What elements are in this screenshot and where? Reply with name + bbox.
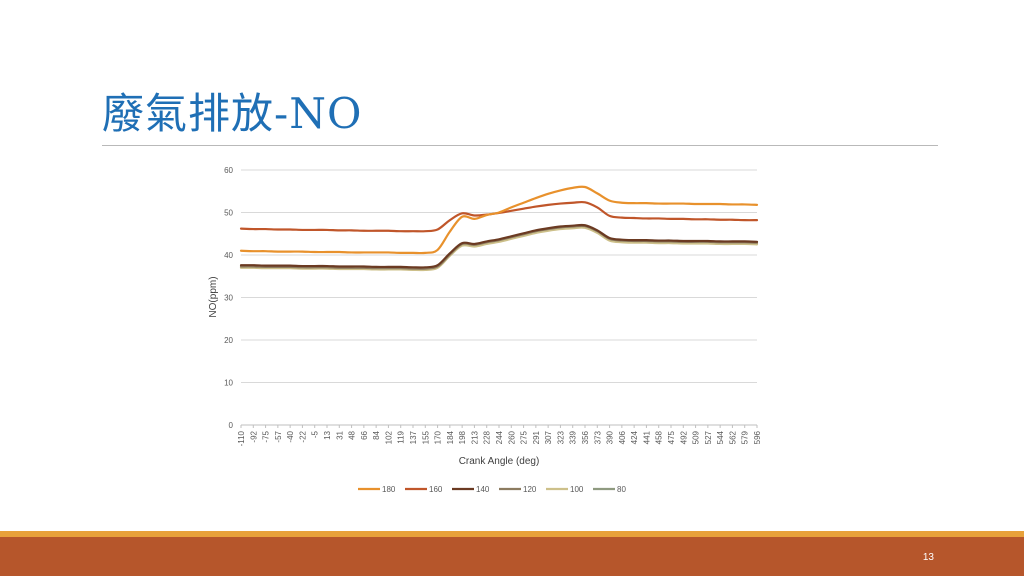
- legend-label-120: 120: [523, 485, 537, 494]
- x-tick-label: -57: [274, 430, 283, 442]
- x-tick-label: -110: [237, 430, 246, 446]
- x-tick-label: 102: [384, 430, 393, 444]
- legend: 180 160 140 120 100 80: [358, 485, 626, 494]
- x-axis-label: Crank Angle (deg): [459, 456, 540, 467]
- footer-band: [0, 537, 1024, 576]
- x-tick-label: -92: [249, 430, 258, 442]
- x-tick-label: 119: [397, 430, 406, 443]
- x-tick-labels: -110 -92 -75 -57 -40 -22 -5 13 31 48 66 84 102 119 137…: [237, 430, 762, 446]
- legend-label-140: 140: [476, 485, 490, 494]
- x-tick-label: 184: [446, 430, 455, 444]
- series-lines: [239, 185, 759, 272]
- x-tick-label: 596: [753, 430, 762, 444]
- x-tick-label: 275: [520, 430, 529, 444]
- x-tick-label: 31: [335, 430, 344, 439]
- legend-label-80: 80: [617, 485, 626, 494]
- gridlines: [241, 169, 757, 383]
- x-tick-label: -40: [286, 430, 295, 442]
- x-tick-label: 390: [606, 430, 615, 444]
- axes: [240, 424, 758, 428]
- y-tick-label: 20: [224, 336, 233, 345]
- y-tick-labels: 0 10 20 30 40 50 60: [224, 166, 233, 430]
- title-divider: [102, 145, 938, 146]
- x-tick-label: 66: [360, 430, 369, 439]
- x-tick-label: 579: [741, 430, 750, 444]
- x-tick-label: 170: [434, 430, 443, 444]
- x-tick-label: 13: [323, 430, 332, 439]
- y-tick-label: 0: [229, 421, 234, 430]
- y-tick-label: 10: [224, 379, 233, 388]
- x-tick-label: 562: [728, 430, 737, 444]
- legend-label-100: 100: [570, 485, 584, 494]
- x-tick-label: 544: [716, 430, 725, 444]
- series-line-80: [239, 225, 759, 271]
- series-line-140: [239, 223, 759, 269]
- x-tick-label: 424: [630, 430, 639, 444]
- y-tick-label: 40: [224, 251, 233, 260]
- x-tick-label: 198: [458, 430, 467, 444]
- x-tick-label: 155: [421, 430, 430, 444]
- legend-label-180: 180: [382, 485, 396, 494]
- x-tick-label: 509: [692, 430, 701, 444]
- x-tick-label: 441: [642, 430, 651, 444]
- x-tick-label: 527: [704, 430, 713, 444]
- page-number: 13: [922, 552, 934, 563]
- x-tick-label: 339: [569, 430, 578, 444]
- y-tick-label: 30: [224, 294, 233, 303]
- x-tick-label: 137: [409, 430, 418, 444]
- x-tick-label: 492: [679, 430, 688, 444]
- x-tick-label: -22: [298, 430, 307, 442]
- x-tick-label: 213: [470, 430, 479, 444]
- x-tick-label: 228: [483, 430, 492, 444]
- y-tick-label: 60: [224, 166, 233, 175]
- footer-accent-stripe: [0, 531, 1024, 537]
- x-tick-label: 475: [667, 430, 676, 444]
- y-tick-label: 50: [224, 209, 233, 218]
- x-tick-label: 406: [618, 430, 627, 444]
- x-tick-label: 244: [495, 430, 504, 444]
- x-tick-label: 373: [593, 430, 602, 444]
- x-tick-label: -5: [311, 430, 320, 438]
- series-line-120: [239, 224, 759, 270]
- x-tick-label: 260: [507, 430, 516, 444]
- x-tick-label: 323: [556, 430, 565, 444]
- x-tick-label: 458: [655, 430, 664, 444]
- x-tick-label: 307: [544, 430, 553, 444]
- x-tick-label: 291: [532, 430, 541, 444]
- legend-label-160: 160: [429, 485, 443, 494]
- x-tick-label: 84: [372, 430, 381, 439]
- x-tick-label: -75: [262, 430, 271, 442]
- series-line-180: [239, 185, 759, 255]
- series-line-160: [239, 200, 759, 233]
- y-axis-label: NO(ppm): [208, 276, 219, 317]
- x-tick-label: 48: [348, 430, 357, 439]
- series-line-100: [239, 226, 759, 272]
- slide-title: 廢氣排放-NO: [102, 89, 363, 138]
- x-tick-label: 356: [581, 430, 590, 444]
